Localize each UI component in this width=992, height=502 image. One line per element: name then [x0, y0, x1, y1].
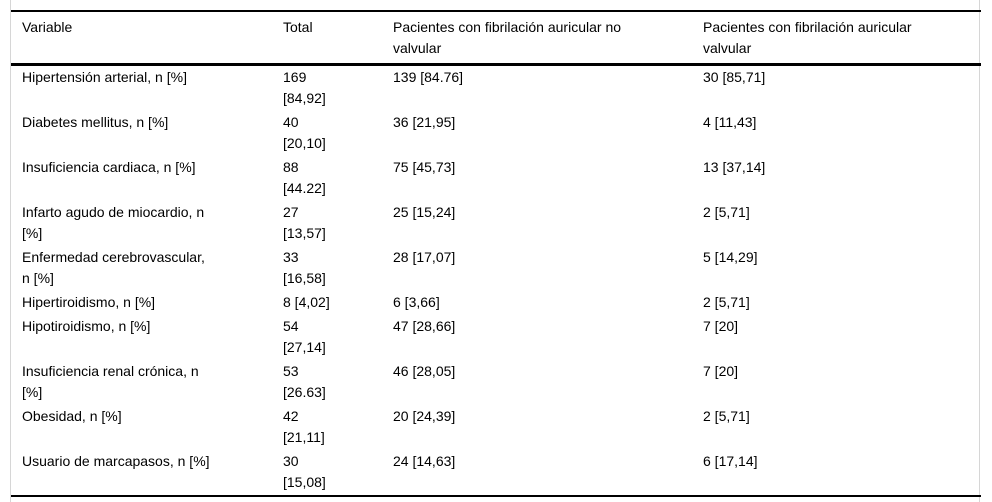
- document-page: Variable Total Pacientes con fibrilación…: [10, 0, 981, 502]
- total-cell: 27 [13,57]: [283, 204, 326, 241]
- valvular-cell: 7 [20]: [703, 318, 739, 334]
- total-cell: 53 [26.63]: [283, 363, 326, 400]
- table-row: Insuficiencia renal crónica, n [%] 53 [2…: [11, 360, 981, 405]
- table-row: Usuario de marcapasos, n [%] 30 [15,08] …: [11, 450, 981, 496]
- no-valvular-cell: 46 [28,05]: [393, 363, 456, 379]
- valvular-cell: 5 [14,29]: [703, 249, 758, 265]
- total-cell: 169 [84,92]: [283, 69, 326, 106]
- variable-cell: Hipertiroidismo, n [%]: [22, 294, 156, 310]
- table-row: Hipertensión arterial, n [%] 169 [84,92]…: [11, 65, 981, 112]
- variable-cell: Hipotiroidismo, n [%]: [22, 318, 151, 334]
- variable-cell: Insuficiencia cardiaca, n [%]: [22, 159, 196, 175]
- table-row: Diabetes mellitus, n [%] 40 [20,10] 36 […: [11, 111, 981, 156]
- variable-cell: Diabetes mellitus, n [%]: [22, 114, 169, 130]
- no-valvular-cell: 6 [3,66]: [393, 294, 440, 310]
- variable-cell: Infarto agudo de miocardio, n [%]: [22, 204, 205, 241]
- variable-cell: Usuario de marcapasos, n [%]: [22, 453, 210, 469]
- table-row: Enfermedad cerebrovascular, n [%] 33 [16…: [11, 246, 981, 291]
- total-cell: 42 [21,11]: [283, 408, 325, 445]
- column-header-variable: Variable: [11, 11, 283, 66]
- variable-cell: Hipertensión arterial, n [%]: [22, 69, 187, 85]
- table-row: Hipertiroidismo, n [%] 8 [4,02] 6 [3,66]…: [11, 291, 981, 315]
- total-cell: 54 [27,14]: [283, 318, 326, 355]
- table-header: Variable Total Pacientes con fibrilación…: [11, 11, 981, 66]
- no-valvular-cell: 47 [28,66]: [393, 318, 456, 334]
- column-header-total: Total: [283, 11, 393, 66]
- total-cell: 30 [15,08]: [283, 453, 326, 490]
- variable-cell: Obesidad, n [%]: [22, 408, 122, 424]
- no-valvular-cell: 24 [14,63]: [393, 453, 456, 469]
- no-valvular-cell: 25 [15,24]: [393, 204, 456, 220]
- table-body: Hipertensión arterial, n [%] 169 [84,92]…: [11, 65, 981, 497]
- column-header-no-valvular: Pacientes con fibrilación auricular no v…: [393, 11, 703, 66]
- total-cell: 40 [20,10]: [283, 114, 326, 151]
- table-row: Obesidad, n [%] 42 [21,11] 20 [24,39] 2 …: [11, 405, 981, 450]
- no-valvular-cell: 139 [84.76]: [393, 69, 464, 85]
- total-cell: 33 [16,58]: [283, 249, 326, 286]
- valvular-cell: 30 [85,71]: [703, 69, 766, 85]
- valvular-cell: 4 [11,43]: [703, 114, 757, 130]
- no-valvular-cell: 75 [45,73]: [393, 159, 456, 175]
- valvular-cell: 2 [5,71]: [703, 408, 750, 424]
- valvular-cell: 13 [37,14]: [703, 159, 766, 175]
- column-header-valvular: Pacientes con fibrilación auricular valv…: [703, 11, 981, 66]
- table-row: Infarto agudo de miocardio, n [%] 27 [13…: [11, 201, 981, 246]
- variable-cell: Insuficiencia renal crónica, n [%]: [22, 363, 199, 400]
- valvular-cell: 7 [20]: [703, 363, 739, 379]
- table-row: Insuficiencia cardiaca, n [%] 88 [44.22]…: [11, 156, 981, 201]
- variable-cell: Enfermedad cerebrovascular, n [%]: [22, 249, 205, 286]
- valvular-cell: 2 [5,71]: [703, 294, 750, 310]
- total-cell: 8 [4,02]: [283, 294, 330, 310]
- total-cell: 88 [44.22]: [283, 159, 326, 196]
- no-valvular-cell: 20 [24,39]: [393, 408, 456, 424]
- valvular-cell: 2 [5,71]: [703, 204, 750, 220]
- table-row: Hipotiroidismo, n [%] 54 [27,14] 47 [28,…: [11, 315, 981, 360]
- comorbidities-table: Variable Total Pacientes con fibrilación…: [11, 10, 981, 497]
- header-row: Variable Total Pacientes con fibrilación…: [11, 11, 981, 66]
- no-valvular-cell: 28 [17,07]: [393, 249, 456, 265]
- valvular-cell: 6 [17,14]: [703, 453, 758, 469]
- no-valvular-cell: 36 [21,95]: [393, 114, 456, 130]
